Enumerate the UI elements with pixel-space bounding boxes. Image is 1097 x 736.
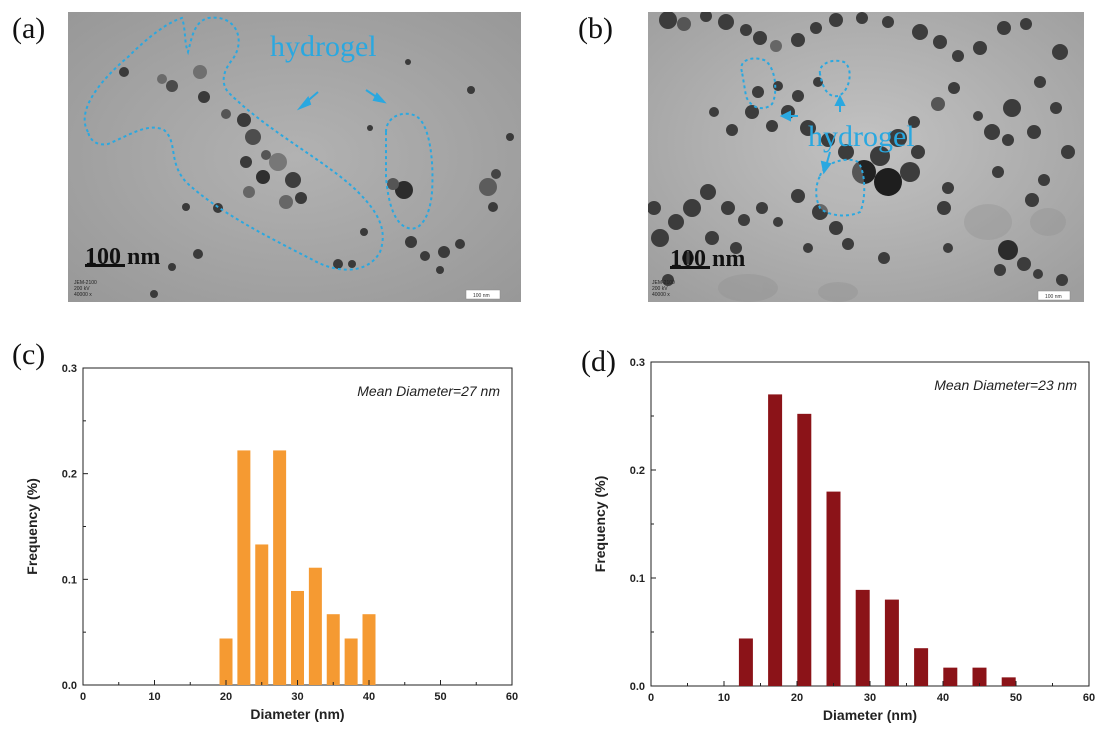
histogram-bar bbox=[1001, 677, 1016, 686]
x-tick-label: 10 bbox=[718, 692, 730, 704]
scale-bar-label: 100 nm bbox=[670, 246, 745, 272]
nanoparticle-clusters bbox=[648, 12, 1075, 286]
hydrogel-label: hydrogel bbox=[270, 30, 377, 63]
panel-label-c: (c) bbox=[12, 338, 46, 371]
svg-text:40000 x: 40000 x bbox=[652, 292, 670, 298]
hydrogel-arrows bbox=[779, 94, 846, 175]
x-tick-label: 20 bbox=[791, 692, 803, 704]
y-tick-label: 0.1 bbox=[62, 574, 77, 586]
x-tick-label: 0 bbox=[80, 691, 86, 703]
x-tick-label: 10 bbox=[148, 691, 160, 703]
svg-text:40000 x: 40000 x bbox=[74, 292, 92, 298]
hydrogel-label: hydrogel bbox=[808, 120, 915, 153]
tem-micrograph-b: hydrogel 100 nm JEM-2100 200 kV 40000 x … bbox=[648, 12, 1084, 302]
x-tick-label: 60 bbox=[1083, 692, 1095, 704]
x-tick-label: 40 bbox=[937, 692, 949, 704]
scale-bar-line bbox=[670, 266, 710, 269]
y-tick-label: 0.1 bbox=[630, 573, 645, 585]
x-tick-label: 30 bbox=[291, 691, 303, 703]
hydrogel-outline-large bbox=[83, 16, 384, 271]
tem-micrograph-a: hydrogel 100 nm JEM-2100 200 kV 40000 x … bbox=[68, 12, 521, 302]
plot-frame bbox=[650, 361, 1090, 687]
x-axis-label: Diameter (nm) bbox=[250, 706, 344, 722]
y-tick-label: 0.2 bbox=[630, 465, 645, 477]
histogram-bar bbox=[738, 638, 753, 686]
y-axis-label: Frequency (%) bbox=[24, 478, 40, 574]
panel-label-a: (a) bbox=[12, 12, 46, 45]
hydrogel-outline-2 bbox=[818, 59, 851, 98]
y-tick-label: 0.2 bbox=[62, 469, 77, 481]
nanoparticles bbox=[119, 59, 514, 298]
histogram-bar bbox=[291, 590, 304, 685]
histogram-bar bbox=[237, 450, 251, 685]
svg-text:200 kV: 200 kV bbox=[652, 286, 668, 292]
histogram-bar bbox=[972, 667, 987, 686]
mean-diameter-annotation: Mean Diameter=27 nm bbox=[357, 383, 500, 399]
scale-box bbox=[1037, 290, 1071, 301]
y-tick-label: 0.3 bbox=[630, 357, 645, 369]
histogram-bar bbox=[219, 638, 233, 685]
scale-box-label: 100 nm bbox=[473, 293, 490, 299]
hydrogel-outline-3 bbox=[815, 158, 866, 217]
x-tick-label: 30 bbox=[864, 692, 876, 704]
x-tick-label: 20 bbox=[220, 691, 232, 703]
scale-bar-label: 100 nm bbox=[85, 244, 160, 270]
histogram-bar bbox=[884, 599, 899, 686]
histogram-bar bbox=[855, 589, 870, 686]
panel-label-b: (b) bbox=[578, 12, 613, 45]
x-tick-label: 50 bbox=[434, 691, 446, 703]
mean-diameter-annotation: Mean Diameter=23 nm bbox=[934, 377, 1077, 393]
instrument-info: JEM-2100 200 kV 40000 x bbox=[652, 280, 675, 298]
svg-text:200 kV: 200 kV bbox=[74, 286, 90, 292]
svg-text:JEM-2100: JEM-2100 bbox=[74, 280, 97, 286]
hydrogel-outline-small bbox=[385, 112, 434, 230]
histogram-bar bbox=[914, 648, 929, 686]
faint-hydrogel-patches bbox=[718, 204, 1066, 302]
histogram-d: 0 10 20 30 40 50 60 0.0 0.1 0.2 0.3 Diameter (nm) Fr… bbox=[560, 350, 1097, 736]
x-tick-label: 50 bbox=[1010, 692, 1022, 704]
svg-text:JEM-2100: JEM-2100 bbox=[652, 280, 675, 286]
histogram-c: 0 10 20 30 40 50 60 0.0 0.1 0.2 0.3 Diameter (nm) Fr… bbox=[0, 350, 540, 736]
histogram-bar bbox=[826, 491, 841, 686]
histogram-bar bbox=[344, 638, 358, 685]
histogram-bar bbox=[797, 413, 812, 686]
histogram-bar bbox=[308, 567, 322, 685]
x-tick-label: 60 bbox=[506, 691, 518, 703]
histogram-bar bbox=[273, 450, 287, 685]
y-axis-label: Frequency (%) bbox=[592, 476, 608, 572]
y-tick-label: 0.3 bbox=[62, 363, 77, 375]
x-tick-label: 0 bbox=[648, 692, 654, 704]
x-tick-label: 40 bbox=[363, 691, 375, 703]
histogram-bar bbox=[943, 667, 958, 686]
x-axis-label: Diameter (nm) bbox=[823, 707, 917, 723]
hydrogel-outline-1 bbox=[740, 57, 777, 110]
scale-box-label: 100 nm bbox=[1045, 294, 1062, 300]
y-tick-label: 0.0 bbox=[630, 681, 645, 693]
histogram-bar bbox=[362, 614, 376, 685]
histogram-bar bbox=[768, 394, 783, 686]
scale-bar-line bbox=[85, 264, 125, 267]
scale-box bbox=[465, 289, 501, 300]
y-tick-label: 0.0 bbox=[62, 680, 77, 692]
hydrogel-arrows bbox=[296, 89, 387, 111]
histogram-bar bbox=[255, 544, 269, 685]
instrument-info: JEM-2100 200 kV 40000 x bbox=[74, 280, 97, 298]
panel-label-d: (d) bbox=[581, 345, 616, 378]
histogram-bar bbox=[326, 614, 340, 685]
